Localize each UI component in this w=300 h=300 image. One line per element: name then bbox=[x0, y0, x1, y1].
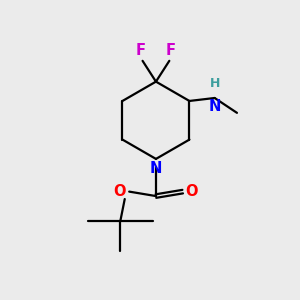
Text: O: O bbox=[114, 184, 126, 199]
Text: F: F bbox=[136, 44, 146, 59]
Text: O: O bbox=[186, 184, 198, 199]
Text: F: F bbox=[166, 44, 176, 59]
Text: N: N bbox=[208, 100, 221, 115]
Text: H: H bbox=[209, 77, 220, 90]
Text: N: N bbox=[150, 161, 162, 176]
